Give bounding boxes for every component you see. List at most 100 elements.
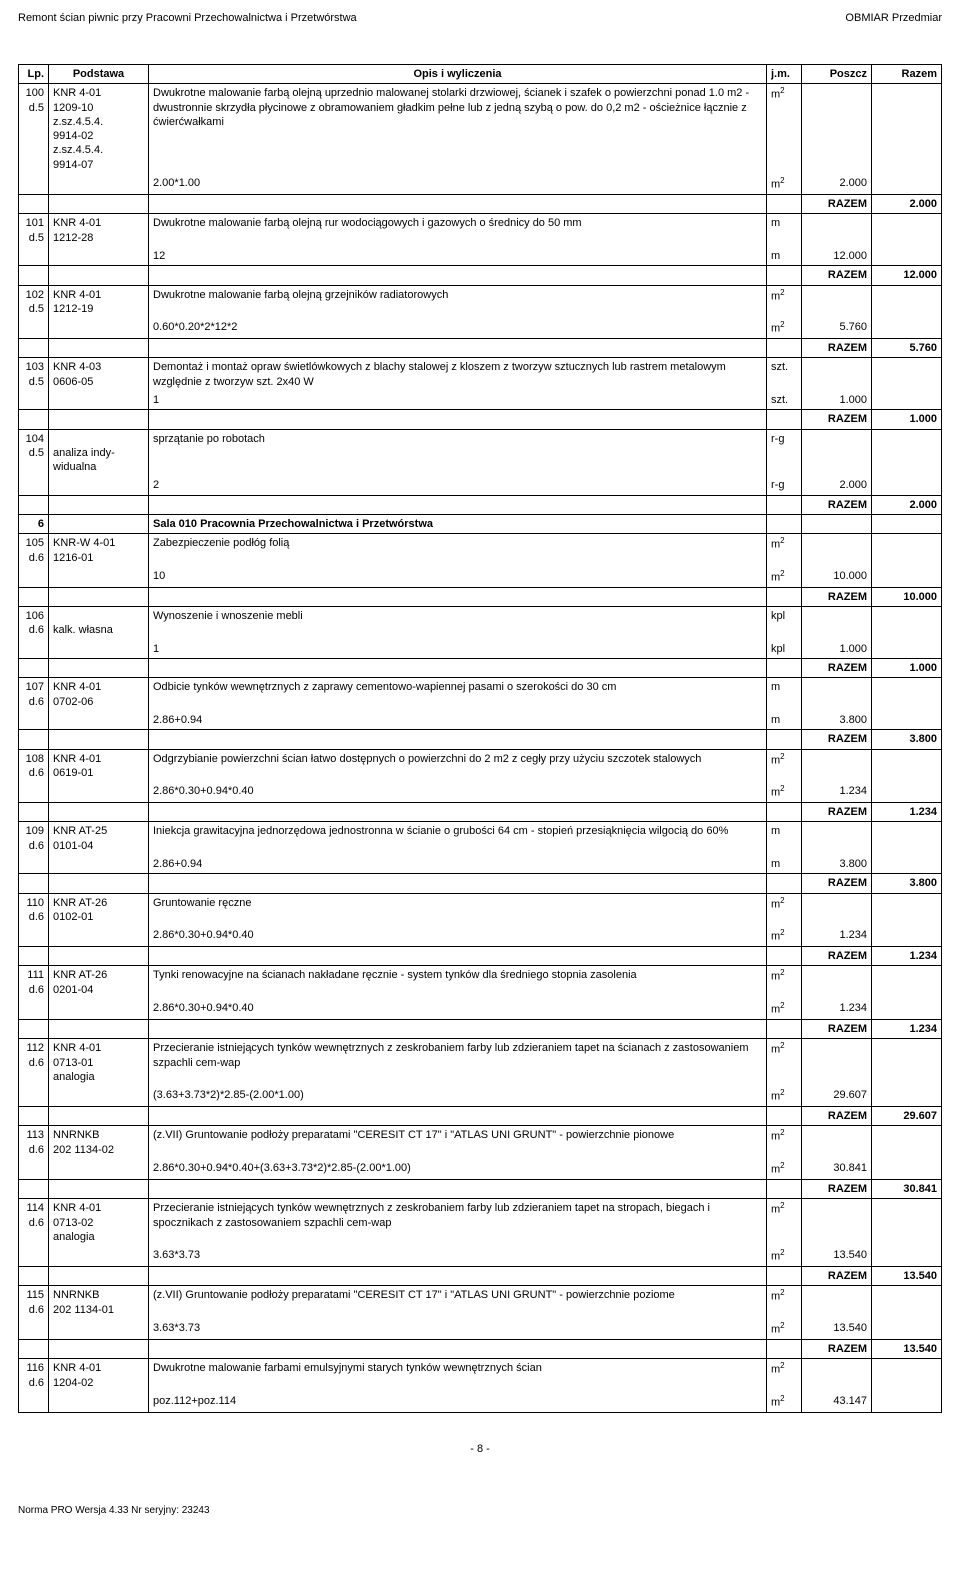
cell-basis [49,476,149,495]
cell-basis: KNR 4-01 1204-02 [49,1359,149,1392]
col-header-razem: Razem [872,65,942,84]
cell-desc [149,587,767,606]
cell-unit: m2 [767,1159,802,1179]
cell-unit: m2 [767,1319,802,1339]
cell-lp [19,1107,49,1126]
cell-lp: 6 [19,515,49,534]
cell-lp [19,476,49,495]
cell-basis: KNR 4-01 0713-02 analogia [49,1199,149,1246]
cell-unit: szt. [767,358,802,391]
table-row-item: 112 d.6KNR 4-01 0713-01 analogiaPrzecier… [19,1039,942,1086]
cell-unit: m2 [767,999,802,1019]
cell-unit: m2 [767,1039,802,1086]
cell-lp [19,640,49,659]
cell-lp [19,874,49,893]
table-row-razem: RAZEM2.000 [19,495,942,514]
col-header-desc: Opis i wyliczenia [149,65,767,84]
cell-unit: m2 [767,1199,802,1246]
cell-basis: KNR-W 4-01 1216-01 [49,534,149,567]
cell-basis [49,730,149,749]
cell-razem [872,247,942,266]
cell-lp: 115 d.6 [19,1286,49,1319]
cell-basis: KNR AT-25 0101-04 [49,822,149,855]
cell-razem-label: RAZEM [802,803,872,822]
cell-basis: KNR 4-01 1212-28 [49,214,149,247]
cell-razem [872,214,942,247]
cell-unit [767,1267,802,1286]
cell-desc: Gruntowanie ręczne [149,893,767,926]
cell-razem [872,1246,942,1266]
table-row-calc: 1kpl1.000 [19,640,942,659]
table-row-item: 109 d.6KNR AT-25 0101-04Iniekcja grawita… [19,822,942,855]
table-body: 100 d.5KNR 4-01 1209-10 z.sz.4.5.4. 9914… [19,84,942,1412]
cell-lp [19,1086,49,1106]
cell-lp [19,1246,49,1266]
cell-desc: Demontaż i montaż opraw świetlówkowych z… [149,358,767,391]
cell-razem [872,84,942,174]
cell-razem-value: 5.760 [872,339,942,358]
footer-note: Norma PRO Wersja 4.33 Nr seryjny: 23243 [18,1505,942,1516]
cell-poszcz [802,966,872,999]
cell-poszcz: 43.147 [802,1392,872,1412]
cell-lp [19,1319,49,1339]
cell-basis [49,174,149,194]
cell-basis [49,659,149,678]
cell-lp: 103 d.5 [19,358,49,391]
cell-razem-value: 3.800 [872,730,942,749]
cell-unit: m2 [767,1286,802,1319]
cell-basis [49,999,149,1019]
cell-calc: 2.86*0.30+0.94*0.40+(3.63+3.73*2)*2.85-(… [149,1159,767,1179]
cell-poszcz [802,214,872,247]
cell-lp: 116 d.6 [19,1359,49,1392]
cell-calc: 0.60*0.20*2*12*2 [149,318,767,338]
cell-calc: 2.00*1.00 [149,174,767,194]
cell-lp [19,1392,49,1412]
cell-razem-label: RAZEM [802,730,872,749]
cell-poszcz [802,678,872,711]
cell-basis [49,803,149,822]
cell-lp: 106 d.6 [19,607,49,640]
cell-unit [767,659,802,678]
cell-razem [872,318,942,338]
table-row-calc: 1szt.1.000 [19,391,942,410]
cell-lp [19,782,49,802]
cell-desc: Wynoszenie i wnoszenie mebli [149,607,767,640]
cell-poszcz [802,1039,872,1086]
cell-razem-label: RAZEM [802,1179,872,1198]
cell-lp: 114 d.6 [19,1199,49,1246]
table-row-item: 108 d.6KNR 4-01 0619-01Odgrzybianie powi… [19,749,942,782]
cell-desc [149,1339,767,1358]
table-header-row: Lp. Podstawa Opis i wyliczenia j.m. Posz… [19,65,942,84]
cell-poszcz: 12.000 [802,247,872,266]
cell-razem-value: 29.607 [872,1107,942,1126]
cell-basis [49,711,149,730]
cell-poszcz: 29.607 [802,1086,872,1106]
cell-desc: Przecieranie istniejących tynków wewnętr… [149,1199,767,1246]
cell-unit [767,803,802,822]
cell-unit [767,947,802,966]
cell-razem [872,1199,942,1246]
table-row-razem: RAZEM1.234 [19,803,942,822]
header-title-left: Remont ścian piwnic przy Pracowni Przech… [18,12,357,24]
cell-desc: Iniekcja grawitacyjna jednorzędowa jedno… [149,822,767,855]
cell-poszcz: 10.000 [802,567,872,587]
cell-unit: m2 [767,534,802,567]
cell-razem [872,782,942,802]
cell-lp [19,1179,49,1198]
cell-basis [49,874,149,893]
table-row-calc: 2.86*0.30+0.94*0.40m21.234 [19,999,942,1019]
cell-unit [767,1107,802,1126]
cell-unit [767,410,802,429]
cell-unit [767,515,802,534]
cell-razem-value: 12.000 [872,266,942,285]
cell-razem-label: RAZEM [802,659,872,678]
cell-lp: 112 d.6 [19,1039,49,1086]
cell-basis [49,266,149,285]
table-row-razem: RAZEM3.800 [19,874,942,893]
cell-lp [19,410,49,429]
cell-razem-label: RAZEM [802,587,872,606]
table-row-calc: 0.60*0.20*2*12*2m25.760 [19,318,942,338]
cell-razem-label: RAZEM [802,339,872,358]
table-row-razem: RAZEM1.000 [19,410,942,429]
cell-unit: m2 [767,174,802,194]
